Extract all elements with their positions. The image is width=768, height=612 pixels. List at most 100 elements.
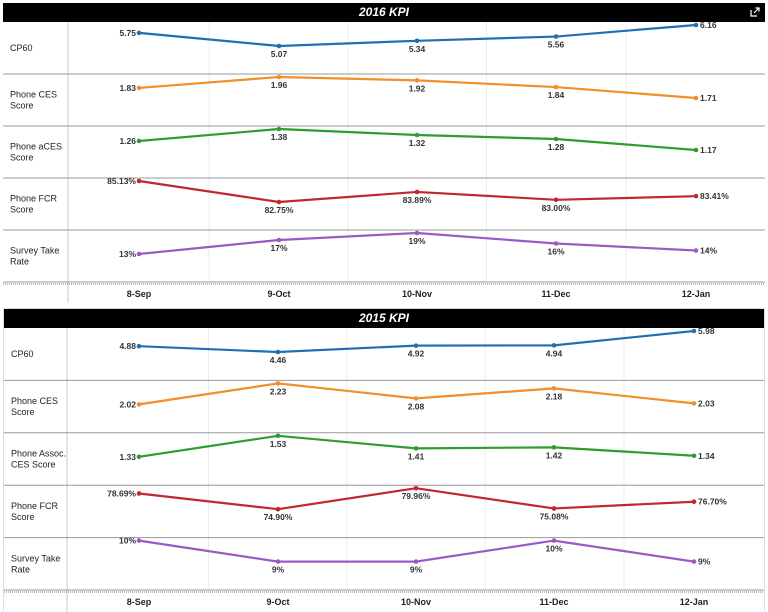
row-label: Phone CES Score (10, 90, 57, 111)
data-label: 1.32 (409, 138, 426, 148)
data-label: 83.41% (700, 191, 729, 201)
data-point (275, 433, 281, 439)
data-label: 85.13% (107, 176, 136, 186)
data-point (414, 132, 420, 138)
kpi-panel-2015: 2015 KPI CP60 4.88 4.46 4.92 4.94 5.98 Phone C… (3, 308, 765, 612)
data-label: 2.18 (546, 391, 563, 401)
data-label: 5.34 (409, 44, 426, 54)
kpi-row: Phone aCES Score 1.26 1.38 1.32 1.28 1.17 (3, 126, 765, 179)
kpi-row: Phone CES Score 2.02 2.23 2.08 2.18 2.03 (4, 381, 764, 434)
data-point (551, 445, 557, 450)
kpi-row: Phone FCR Score 85.13% 82.75% 83.89% 83.00% 83… (3, 176, 765, 231)
data-point (551, 343, 557, 348)
data-label: 4.92 (408, 349, 425, 359)
data-label: 4.46 (270, 355, 287, 365)
data-point (691, 328, 697, 334)
kpi-panel-2016: 2016 KPI CP60 5.75 5.07 5.34 5.56 6.16 Phone C… (3, 3, 765, 303)
data-label: 75.08% (540, 511, 569, 521)
data-point (413, 559, 419, 564)
data-label: 5.07 (271, 49, 288, 59)
data-label: 4.94 (546, 348, 563, 358)
data-label: 1.41 (408, 451, 425, 461)
data-label: 14% (700, 246, 717, 256)
x-tick-label: 12-Jan (682, 289, 711, 299)
data-label: 83.00% (542, 203, 571, 213)
data-point (276, 237, 282, 243)
data-label: 9% (698, 557, 711, 567)
kpi-row: Phone Assoc. CES Score 1.33 1.53 1.41 1.42 1.3… (4, 433, 764, 486)
data-point (136, 491, 142, 496)
x-tick-label: 9-Oct (266, 597, 289, 607)
data-point (136, 538, 142, 543)
x-tick-label: 8-Sep (127, 289, 152, 299)
data-point (691, 453, 697, 459)
data-point (276, 43, 282, 49)
data-label: 1.17 (700, 145, 717, 155)
x-tick-label: 8-Sep (127, 597, 152, 607)
row-label: Survey Take Rate (10, 246, 59, 267)
data-point (136, 138, 142, 144)
data-point (691, 401, 697, 406)
data-label: 9% (272, 565, 285, 575)
x-tick-label: 12-Jan (680, 597, 709, 607)
row-label: CP60 (11, 349, 34, 359)
kpi-row: Phone CES Score 1.83 1.96 1.92 1.84 1.71 (3, 74, 765, 127)
data-label: 2.23 (270, 386, 287, 396)
panel-title: 2015 KPI (4, 309, 764, 328)
data-label: 4.88 (119, 341, 136, 351)
data-point (136, 30, 142, 36)
data-point (551, 386, 557, 391)
x-tick-label: 10-Nov (402, 289, 432, 299)
data-point (136, 251, 142, 257)
kpi-row: CP60 5.75 5.07 5.34 5.56 6.16 (3, 22, 765, 75)
data-label: 16% (547, 247, 564, 257)
data-point (275, 559, 281, 564)
data-point (275, 349, 281, 355)
data-label: 83.89% (403, 195, 432, 205)
data-point (553, 34, 559, 39)
data-label: 6.16 (700, 22, 717, 30)
data-label: 1.38 (271, 132, 288, 142)
kpi-row: Phone FCR Score 78.69% 74.90% 79.96% 75.08% 76… (4, 485, 764, 539)
data-point (413, 396, 419, 401)
row-label: CP60 (10, 43, 33, 53)
panel-title: 2016 KPI (3, 3, 765, 22)
data-point (275, 506, 281, 512)
data-label: 1.26 (119, 136, 136, 146)
data-label: 76.70% (698, 497, 727, 507)
data-label: 10% (119, 536, 136, 546)
data-label: 1.71 (700, 93, 717, 103)
data-label: 17% (270, 243, 287, 253)
data-label: 1.42 (546, 450, 563, 460)
data-point (136, 178, 142, 184)
data-label: 2.03 (698, 398, 715, 408)
data-label: 79.96% (402, 491, 431, 501)
row-label: Phone CES Score (11, 396, 58, 417)
data-label: 74.90% (264, 512, 293, 522)
data-label: 1.96 (271, 80, 288, 90)
data-point (693, 147, 699, 153)
data-point (276, 74, 282, 80)
data-point (553, 84, 559, 90)
kpi-chart-2016: CP60 5.75 5.07 5.34 5.56 6.16 Phone CES Score 1.… (3, 22, 765, 303)
data-label: 5.98 (698, 328, 715, 336)
data-point (553, 241, 559, 246)
data-label: 10% (545, 544, 562, 554)
x-tick-label: 11-Dec (539, 597, 568, 607)
row-label: Phone FCR Score (10, 194, 58, 215)
row-label: Phone FCR Score (11, 501, 59, 522)
data-point (276, 126, 282, 132)
data-label: 9% (410, 565, 423, 575)
data-point (691, 499, 697, 505)
data-point (691, 559, 697, 564)
expand-icon[interactable] (749, 6, 761, 18)
data-label: 2.08 (408, 401, 425, 411)
data-label: 78.69% (107, 488, 136, 498)
data-point (413, 446, 419, 451)
data-point (136, 402, 142, 407)
x-tick-label: 11-Dec (541, 289, 570, 299)
data-point (414, 78, 420, 83)
row-label: Phone Assoc. CES Score (11, 449, 66, 470)
data-point (414, 38, 420, 44)
data-point (553, 197, 559, 203)
